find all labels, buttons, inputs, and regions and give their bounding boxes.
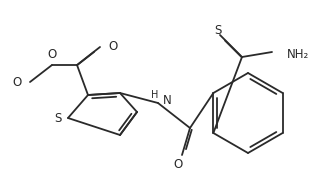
Text: S: S	[54, 111, 62, 125]
Text: O: O	[48, 49, 57, 62]
Text: S: S	[214, 24, 222, 37]
Text: N: N	[163, 94, 172, 108]
Text: NH₂: NH₂	[287, 49, 309, 62]
Text: O: O	[173, 159, 182, 172]
Text: O: O	[108, 41, 117, 54]
Text: H: H	[151, 90, 159, 100]
Text: O: O	[13, 75, 22, 89]
